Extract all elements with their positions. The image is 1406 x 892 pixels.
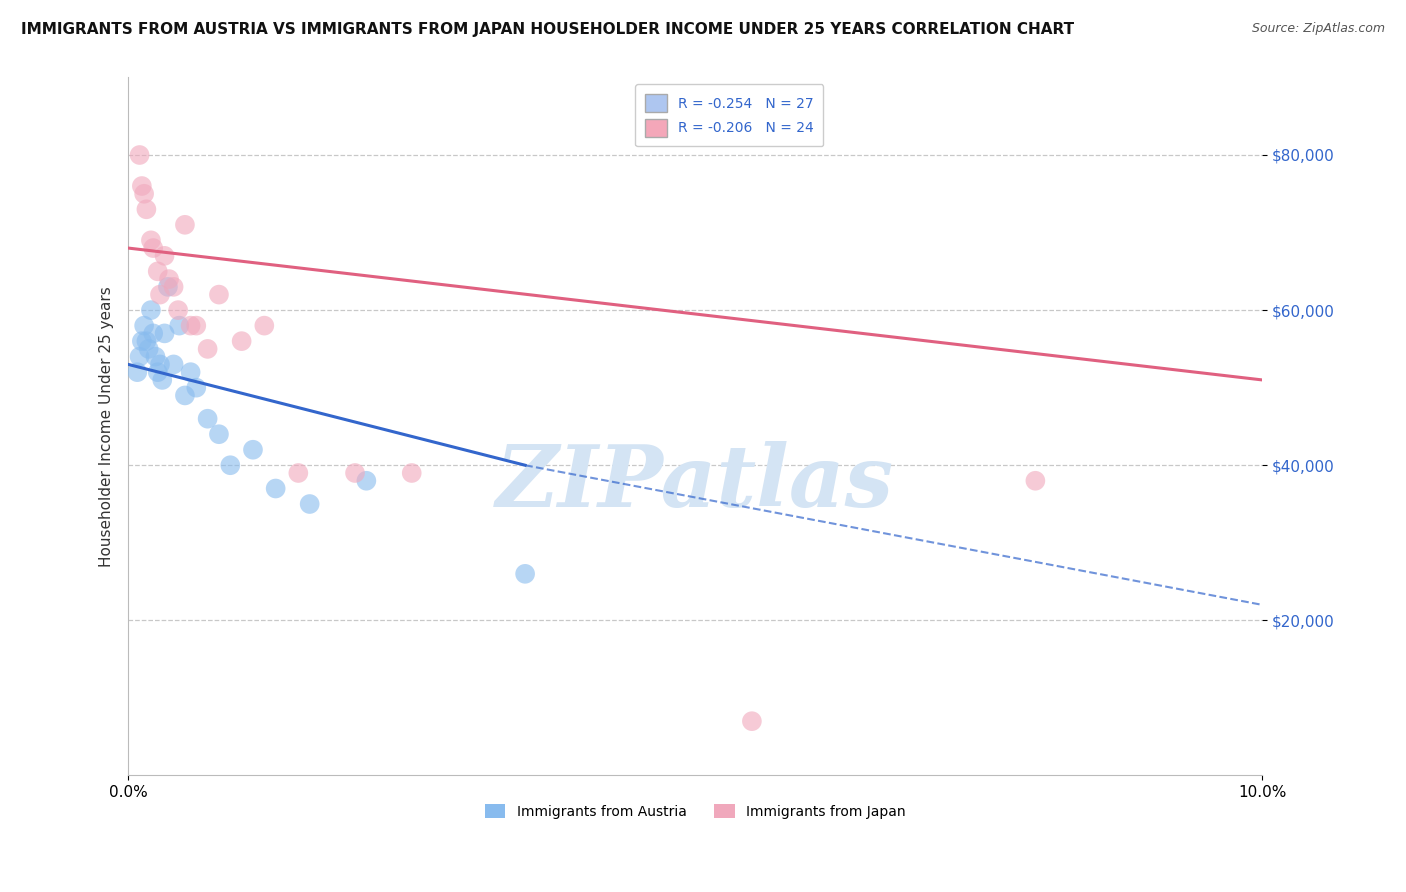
Point [162, 280, 184, 294]
Point [131, 334, 153, 348]
Point [298, 497, 321, 511]
Point [741, 714, 763, 729]
Text: IMMIGRANTS FROM AUSTRIA VS IMMIGRANTS FROM JAPAN HOUSEHOLDER INCOME UNDER 25 YEA: IMMIGRANTS FROM AUSTRIA VS IMMIGRANTS FR… [21, 22, 1074, 37]
Point [139, 233, 162, 247]
Point [208, 427, 231, 442]
Point [208, 287, 231, 301]
Point [219, 458, 242, 473]
Point [145, 350, 167, 364]
Point [128, 148, 150, 162]
Point [242, 442, 264, 457]
Point [142, 326, 165, 341]
Point [253, 318, 276, 333]
Point [142, 241, 165, 255]
Point [157, 272, 180, 286]
Y-axis label: Householder Income Under 25 years: Householder Income Under 25 years [100, 286, 114, 566]
Text: Source: ZipAtlas.com: Source: ZipAtlas.com [1251, 22, 1385, 36]
Text: ZIPatlas: ZIPatlas [496, 441, 894, 524]
Point [127, 365, 149, 379]
Point [1024, 474, 1046, 488]
Point [174, 218, 197, 232]
Point [135, 334, 157, 348]
Point [287, 466, 309, 480]
Point [167, 303, 190, 318]
Point [146, 365, 169, 379]
Point [150, 373, 173, 387]
Point [197, 342, 219, 356]
Point [344, 466, 367, 480]
Point [180, 365, 202, 379]
Point [264, 482, 287, 496]
Point [156, 280, 179, 294]
Point [231, 334, 253, 348]
Point [134, 318, 156, 333]
Point [138, 342, 160, 356]
Point [356, 474, 378, 488]
Point [134, 186, 156, 201]
Point [513, 566, 536, 581]
Point [186, 318, 208, 333]
Point [153, 326, 176, 341]
Point [146, 264, 169, 278]
Legend: Immigrants from Austria, Immigrants from Japan: Immigrants from Austria, Immigrants from… [479, 798, 911, 824]
Point [153, 249, 176, 263]
Point [128, 350, 150, 364]
Point [401, 466, 423, 480]
Point [186, 381, 208, 395]
Point [149, 287, 172, 301]
Point [135, 202, 157, 217]
Point [149, 358, 172, 372]
Point [180, 318, 202, 333]
Point [169, 318, 191, 333]
Point [131, 179, 153, 194]
Point [162, 358, 184, 372]
Point [197, 411, 219, 425]
Point [174, 388, 197, 402]
Point [139, 303, 162, 318]
